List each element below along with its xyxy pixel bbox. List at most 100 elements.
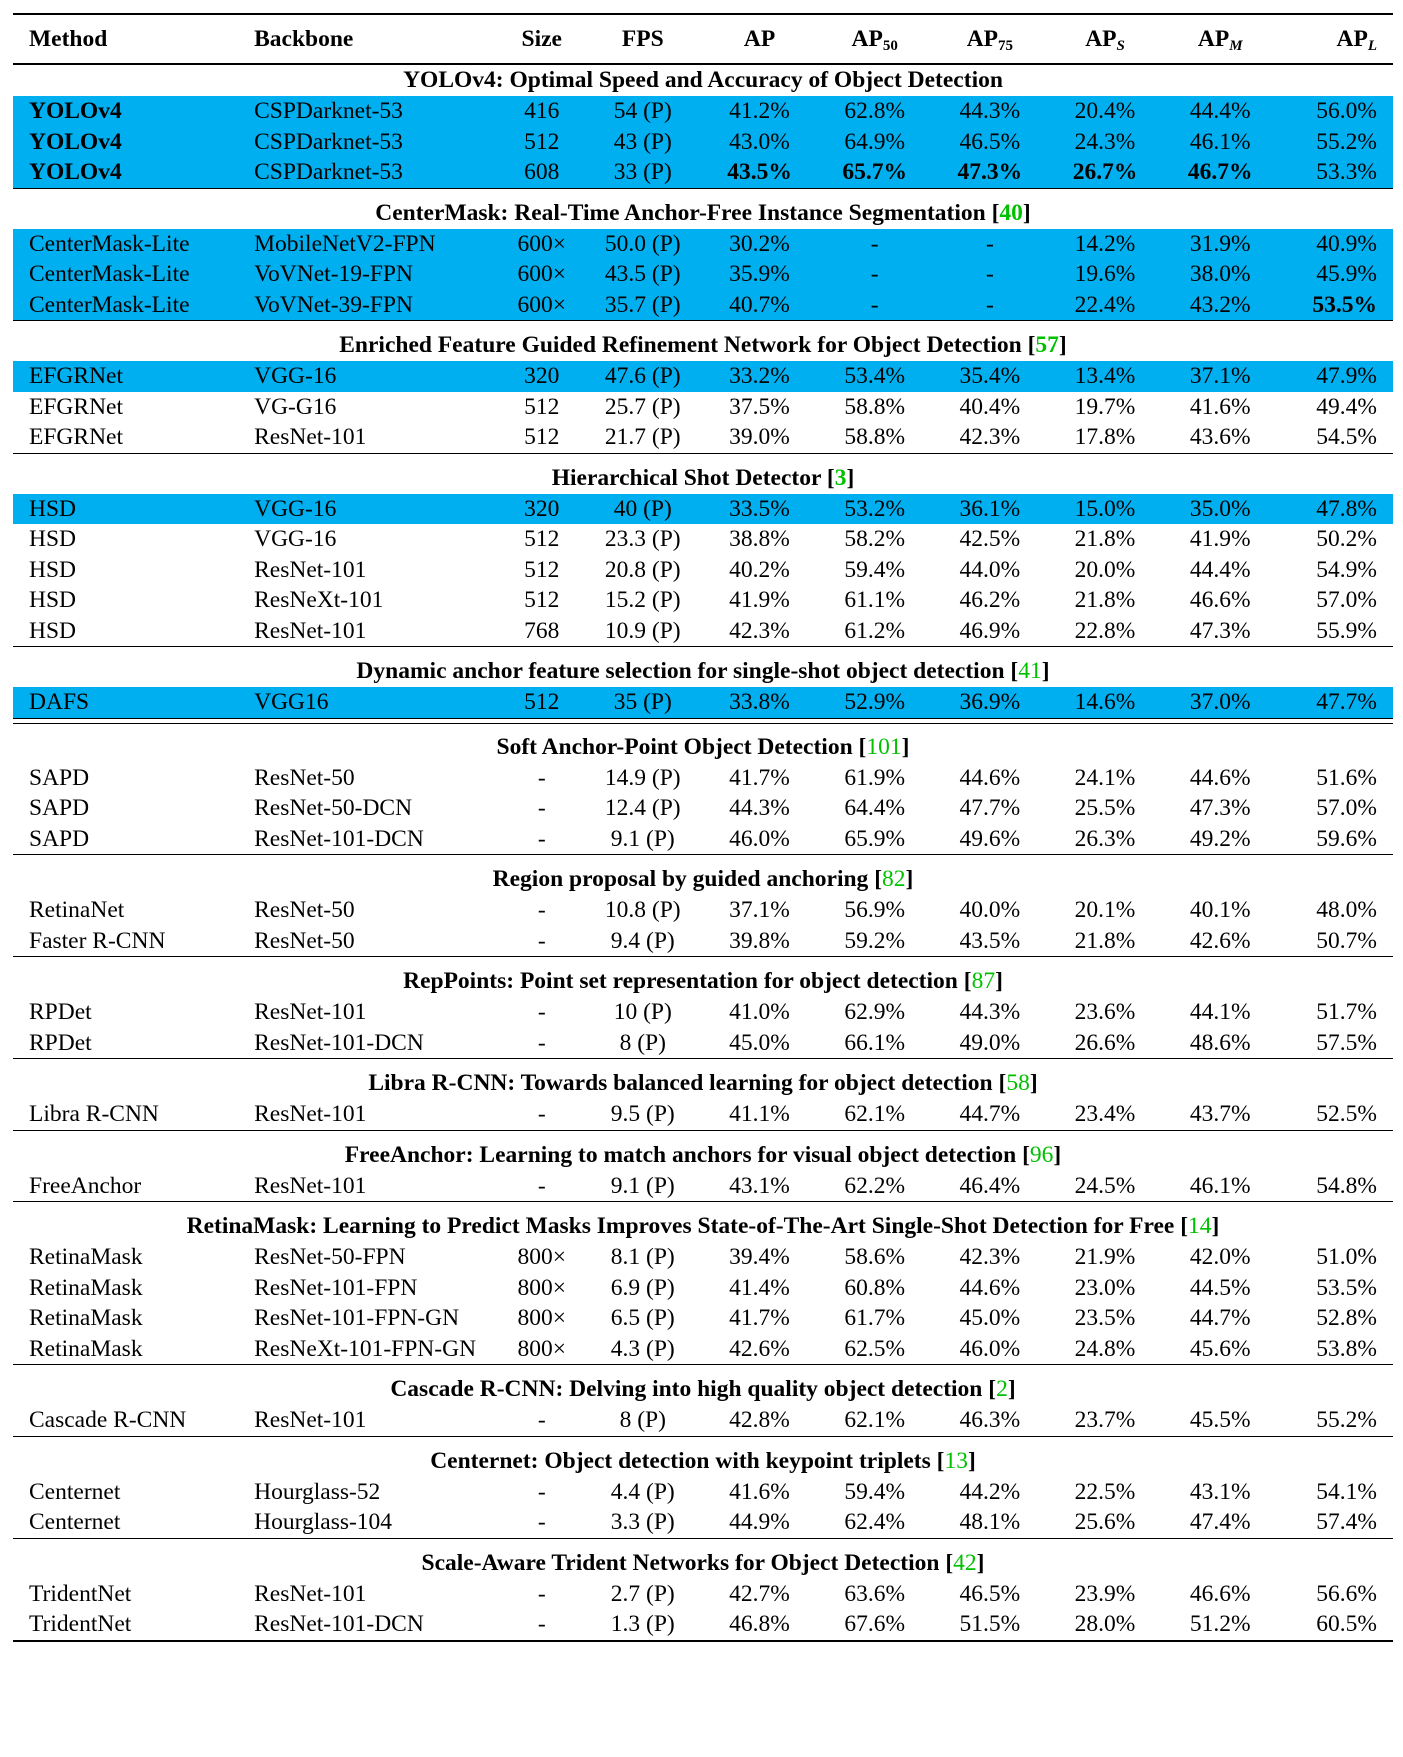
citation-link[interactable]: 101 (866, 733, 902, 760)
cell-apm: 38.0% (1162, 259, 1278, 290)
cell-apl: 47.7% (1277, 687, 1393, 718)
cell-fps: 43.5 (P) (583, 259, 702, 290)
cell-backbone: ResNeXt-101-FPN-GN (238, 1333, 500, 1365)
cell-ap50: 59.2% (817, 925, 933, 957)
cell-size: 320 (499, 361, 584, 392)
cell-aps: 21.8% (1047, 925, 1163, 957)
cell-ap75: 35.4% (932, 361, 1048, 392)
cell-fps: 15.2 (P) (604, 587, 681, 613)
cell-apl: 53.5% (1277, 289, 1393, 321)
cell-apl: 51.7% (1316, 999, 1377, 1025)
citation-link[interactable]: 40 (999, 199, 1023, 226)
cell-method: Centernet (29, 1478, 121, 1505)
cell-ap75: 36.1% (932, 493, 1048, 524)
cell-aps: 17.8% (1047, 422, 1163, 454)
cell-fps: 6.9 (P) (610, 1274, 675, 1301)
table-row: RPDet ResNet-101 - 10 (P) 41.0% 62.9% 44.3% 23.… (13, 997, 1393, 1028)
cell-ap50: 60.8% (844, 1274, 906, 1301)
cell-fps: 43 (P) (583, 126, 702, 157)
citation-link[interactable]: 2 (996, 1376, 1008, 1402)
cell-method: RPDet (13, 1027, 239, 1059)
cell-method: CenterMask-Lite (13, 289, 239, 321)
cell-ap50: 67.6% (817, 1609, 933, 1642)
citation-link[interactable]: 96 (1029, 1141, 1054, 1168)
citation-link[interactable]: 13 (944, 1447, 968, 1474)
cell-apm: 41.9% (1189, 526, 1251, 552)
cell-aps: 24.1% (1074, 764, 1136, 791)
section-title: Cascade R-CNN: Delving into high quality… (390, 1376, 1016, 1402)
cell-apl: 49.4% (1316, 393, 1377, 420)
cell-size: 600× (499, 259, 584, 290)
citation-link[interactable]: 42 (953, 1549, 977, 1576)
cell-apm: 43.1% (1189, 1478, 1251, 1505)
cell-apm: 42.6% (1162, 925, 1278, 957)
cell-backbone: ResNeXt-101 (254, 587, 384, 613)
cell-apm: 43.7% (1162, 1099, 1278, 1131)
section-title-row: Scale-Aware Trident Networks for Object … (13, 1548, 1393, 1579)
header-size: Size (521, 26, 562, 52)
cell-ap75: 47.7% (959, 795, 1021, 821)
cell-size: 600× (499, 289, 584, 321)
cell-ap75: 46.9% (932, 615, 1048, 647)
cell-ap50: 62.4% (817, 1507, 933, 1539)
cell-ap75: 42.5% (959, 526, 1021, 552)
table-row: EFGRNet VG-G16 512 25.7 (P) 37.5% 58.8% 40.4% 1… (13, 392, 1393, 423)
cell-ap: 41.9% (729, 587, 790, 613)
cell-size: 512 (524, 393, 560, 420)
citation-link[interactable]: 3 (834, 464, 847, 491)
citation-link[interactable]: 58 (1006, 1070, 1030, 1096)
cell-size: 800× (517, 1305, 566, 1331)
cell-aps: 25.6% (1047, 1507, 1163, 1539)
cell-ap: 42.8% (701, 1405, 818, 1437)
cell-size: 512 (524, 587, 560, 613)
section-title: FreeAnchor: Learning to match anchors fo… (344, 1141, 1062, 1168)
cell-apl: 53.3% (1277, 157, 1393, 189)
cell-aps: 23.6% (1074, 999, 1136, 1025)
section-title: RetinaMask: Learning to Predict Masks Im… (186, 1213, 1220, 1239)
table-row: YOLOv4 CSPDarknet-53 416 54 (P) 41.2% 62.8% 44… (13, 96, 1393, 127)
cell-method: HSD (29, 587, 77, 613)
cell-apm: 47.3% (1162, 615, 1278, 647)
cell-method: CenterMask-Lite (13, 228, 239, 259)
section-title-row: Region proposal by guided anchoring [82] (13, 864, 1393, 895)
cell-apl: 57.0% (1316, 795, 1377, 821)
section-title-row: Libra R-CNN: Towards balanced learning f… (13, 1068, 1393, 1099)
section-title-row: Enriched Feature Guided Refinement Netwo… (13, 330, 1393, 361)
table-row: HSD ResNeXt-101 512 15.2 (P) 41.9% 61.1% 46.2%… (13, 585, 1393, 616)
cell-ap75: 46.0% (932, 1333, 1048, 1365)
citation-link[interactable]: 87 (971, 968, 996, 994)
table-row: RetinaMask ResNet-101-FPN-GN 800× 6.5 (P) 41… (13, 1303, 1393, 1334)
citation-link[interactable]: 82 (882, 866, 906, 892)
header-ap75: AP75 (966, 26, 1014, 54)
table-row: Centernet Hourglass-104-3.3 (P) 44.9% 62.4%… (13, 1507, 1393, 1539)
cell-ap50: 61.7% (844, 1305, 906, 1331)
cell-ap: 37.5% (729, 393, 790, 420)
cell-size: - (499, 1609, 584, 1642)
cell-fps: 9.4 (P) (583, 925, 702, 957)
cell-method: HSD (13, 493, 239, 524)
cell-aps: 22.5% (1074, 1478, 1136, 1505)
cell-aps: 26.7% (1047, 157, 1163, 189)
header-ap: AP (743, 26, 776, 52)
cell-ap: 33.5% (701, 493, 818, 524)
section-spacer (13, 1202, 1393, 1212)
table-row: RPDet ResNet-101-DCN -8 (P) 45.0% 66.1% 49.0%… (13, 1027, 1393, 1059)
cell-apl: 54.8% (1277, 1170, 1393, 1202)
cell-fps: 35 (P) (583, 687, 702, 718)
cell-apm: 46.1% (1162, 1170, 1278, 1202)
cell-fps: 20.8 (P) (604, 556, 681, 583)
cell-method: Libra R-CNN (13, 1099, 239, 1131)
citation-link[interactable]: 41 (1018, 658, 1042, 684)
cell-apm: 44.4% (1189, 556, 1251, 583)
double-rule (13, 717, 1393, 724)
cell-ap: 43.0% (701, 126, 818, 157)
cell-aps: 13.4% (1047, 361, 1163, 392)
cell-backbone: ResNet-101-DCN (238, 1027, 500, 1059)
citation-link[interactable]: 57 (1035, 332, 1059, 358)
cell-size: - (499, 1507, 584, 1539)
cell-apm: 48.6% (1162, 1027, 1278, 1059)
cell-size: - (499, 1405, 584, 1437)
citation-link[interactable]: 14 (1188, 1213, 1212, 1239)
cell-ap: 42.7% (729, 1580, 790, 1607)
cell-ap: 41.7% (729, 1305, 790, 1331)
